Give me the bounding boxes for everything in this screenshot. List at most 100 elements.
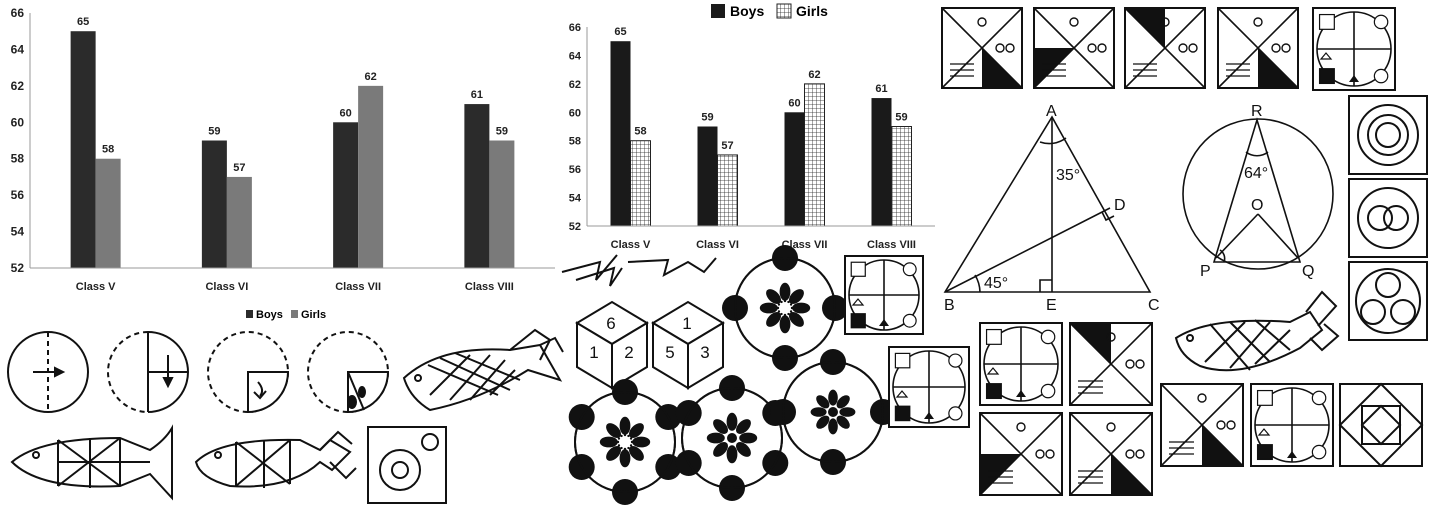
data-label: 58 [102, 144, 114, 156]
y-tick-label: 64 [569, 50, 582, 62]
arrow-circle-1 [7, 331, 89, 413]
flower-circle [722, 245, 848, 371]
bar-girls [717, 154, 738, 227]
legend-swatch-boys [711, 4, 725, 18]
data-label: 59 [895, 112, 907, 124]
bar-girls [804, 83, 825, 227]
bar-girls [226, 176, 252, 268]
bar-boys [70, 31, 96, 269]
y-tick-label: 56 [569, 164, 581, 176]
triangle-square [1069, 412, 1153, 496]
cube-left-left: 1 [589, 343, 598, 362]
triangle-square [1217, 7, 1299, 89]
data-label: 57 [233, 162, 245, 174]
category-label: Class V [611, 239, 651, 251]
point-P: P [1200, 263, 1211, 280]
legend-label-girls: Girls [301, 309, 326, 321]
y-tick-label: 58 [569, 136, 581, 148]
triangle-squares [941, 7, 1299, 496]
category-label: Class V [76, 281, 116, 293]
cube-right: 1 5 3 [651, 300, 725, 390]
data-label: 59 [496, 126, 508, 138]
fish-figure-2 [10, 424, 173, 501]
symbol-square [888, 346, 970, 428]
data-label: 65 [77, 16, 89, 28]
flower-circle [568, 379, 682, 505]
data-label: 60 [340, 107, 352, 119]
bar-boys [464, 104, 490, 268]
symbol-square [1312, 7, 1396, 91]
arrow-circle-3 [207, 331, 290, 414]
bar-boys [610, 41, 631, 226]
flower-circles [568, 245, 896, 505]
cube-right-left: 5 [665, 343, 674, 362]
bar-girls [891, 126, 912, 227]
data-label: 61 [471, 89, 483, 101]
angle-64: 64° [1244, 165, 1268, 182]
category-label: Class VI [205, 281, 248, 293]
data-label: 65 [614, 26, 626, 38]
legend-label-girls: Girls [796, 3, 828, 19]
data-label: 62 [365, 71, 377, 83]
cube-left: 6 1 2 [575, 300, 649, 390]
point-Q: Q [1302, 263, 1314, 280]
data-label: 60 [788, 97, 800, 109]
point-R: R [1251, 103, 1263, 120]
triangle-square [1069, 322, 1153, 406]
symbol-square [979, 322, 1063, 406]
y-tick-label: 52 [569, 221, 581, 233]
y-tick-label: 60 [569, 107, 581, 119]
triangle-square [1160, 383, 1244, 467]
data-label: 59 [701, 112, 713, 124]
flower-circle [770, 349, 896, 475]
y-tick-label: 64 [11, 42, 25, 56]
point-D: D [1114, 197, 1126, 214]
bar-boys [871, 98, 892, 226]
nested-diamond-square [1338, 382, 1424, 468]
bar-boys [333, 122, 359, 269]
bar-chart-2: 65 58 59 57 60 62 61 59 52 54 56 58 60 62 64 66 Class … [569, 3, 935, 251]
cube-right-top: 1 [682, 314, 691, 333]
fish-figure-3 [194, 430, 357, 488]
point-A: A [1046, 103, 1057, 120]
circle-squares-column [1348, 95, 1428, 341]
bar-boys [784, 112, 805, 226]
bar-girls [358, 85, 384, 268]
y-tick-label: 58 [11, 152, 25, 166]
fish-figure-1 [402, 328, 564, 412]
symbol-square [844, 255, 924, 335]
zigzag-lines [561, 254, 717, 287]
triangle-square [941, 7, 1023, 89]
y-tick-label: 62 [569, 79, 581, 91]
bar-boys [201, 140, 227, 268]
category-label: Class VI [696, 239, 739, 251]
bar-girls [630, 140, 651, 227]
point-C: C [1148, 297, 1160, 314]
bar-girls [489, 140, 515, 268]
point-E: E [1046, 297, 1057, 314]
bar-boys [697, 126, 718, 226]
category-label: Class VIII [465, 281, 514, 293]
y-tick-label: 60 [11, 115, 25, 129]
y-tick-label: 54 [569, 193, 582, 205]
legend-swatch-boys [246, 310, 253, 318]
arrow-circle-2 [107, 331, 190, 413]
angle-45: 45° [984, 275, 1008, 292]
fish-figure-4 [1174, 290, 1340, 372]
legend-label-boys: Boys [730, 3, 764, 19]
circle-rpq: R O P Q 64° [1182, 103, 1334, 280]
bar-chart-1: 65 58 59 57 60 62 61 59 52 54 56 58 60 62 64 66 Class … [11, 6, 555, 321]
cube-left-right: 2 [624, 343, 633, 362]
cube-right-right: 3 [700, 343, 709, 362]
category-label: Class VII [335, 281, 381, 293]
symbol-square [1250, 383, 1334, 467]
category-label: Class VIII [867, 239, 916, 251]
legend-swatch-girls [776, 3, 792, 19]
triangle-square [979, 412, 1063, 496]
flower-circle [675, 375, 789, 501]
bar-girls [95, 158, 121, 268]
legend-swatch-girls [291, 310, 298, 318]
symbol-squares [844, 7, 1396, 467]
y-tick-label: 56 [11, 188, 25, 202]
angle-35: 35° [1056, 167, 1080, 184]
